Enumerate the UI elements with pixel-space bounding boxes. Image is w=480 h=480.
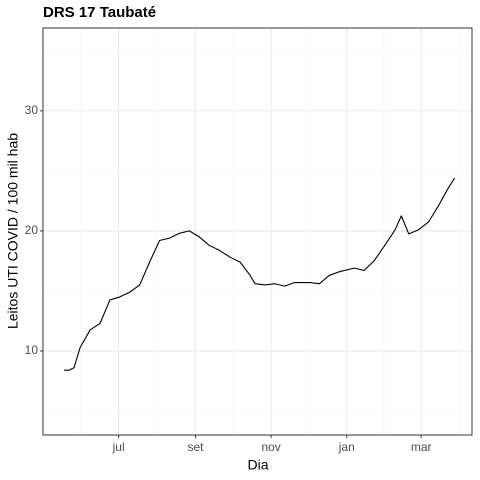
y-tick-label: 30 bbox=[25, 103, 39, 117]
plot-area bbox=[64, 177, 456, 371]
y-axis-title: Leitos UTI COVID / 100 mil hab bbox=[5, 133, 21, 329]
x-tick-label: nov bbox=[261, 440, 280, 454]
x-tick-label: set bbox=[187, 440, 204, 454]
x-tick-label: mar bbox=[411, 440, 432, 454]
panel-border bbox=[42, 27, 473, 436]
x-tick-label: jan bbox=[338, 440, 355, 454]
y-tick-label: 10 bbox=[25, 343, 39, 357]
y-tick-label: 20 bbox=[25, 223, 39, 237]
data-line bbox=[64, 177, 456, 371]
grid bbox=[43, 28, 472, 435]
x-tick-label: jul bbox=[112, 440, 125, 454]
chart-title: DRS 17 Taubaté bbox=[43, 4, 156, 21]
x-axis-title: Dia bbox=[247, 457, 268, 473]
